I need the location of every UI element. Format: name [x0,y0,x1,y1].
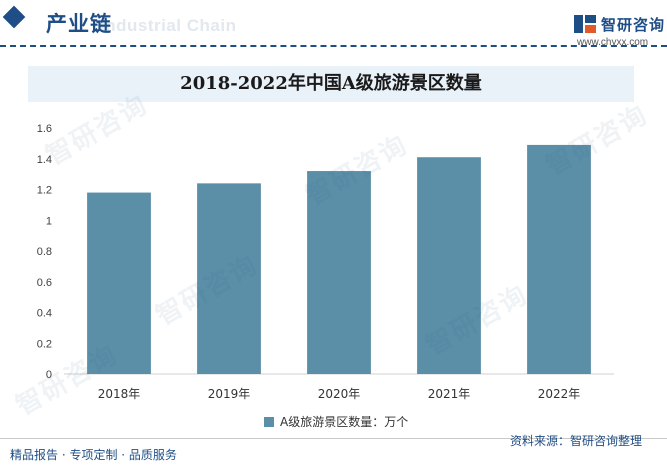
bar [87,192,151,374]
y-tick-label: 0.2 [37,338,52,350]
y-tick-label: 0.8 [37,246,52,258]
legend-label: A级旅游景区数量：万个 [280,414,408,429]
legend-swatch [264,417,274,427]
header-divider [0,45,667,47]
x-tick-label: 2020年 [318,387,361,401]
y-tick-label: 0 [46,369,52,381]
chart-title-band: 2018-2022年中国A级旅游景区数量 [28,66,634,102]
brand-name: 智研咨询 [601,16,666,34]
bar [197,183,261,374]
data-source: 资料来源：智研咨询整理 [510,434,643,448]
y-tick-label: 1.4 [37,154,52,166]
header: Industrial Chain 产业链 智研咨询 www.chyxx.com [0,0,667,48]
brand-logo-icon [574,15,596,33]
x-tick-label: 2018年 [98,387,141,401]
x-tick-label: 2019年 [208,387,251,401]
chart-title: 2018-2022年中国A级旅游景区数量 [180,73,482,94]
x-tick-label: 2022年 [538,387,581,401]
y-tick-label: 0.6 [37,277,52,289]
bar [307,171,371,374]
bar-chart: 0 0.2 0.4 0.6 0.8 1 1.2 1.4 1.6 2018年 2019年 2020年 20… [37,123,614,429]
y-tick-label: 1.6 [37,123,52,135]
bar [527,144,591,374]
section-title: 产业链 [46,12,112,36]
y-tick-label: 1 [46,215,52,227]
brand-url: www.chyxx.com [577,37,649,48]
bar [417,157,481,374]
y-tick-label: 0.4 [37,308,52,320]
y-tick-label: 1.2 [37,185,52,197]
diamond-icon [2,5,26,29]
footer-divider [0,438,667,439]
section-title-english: Industrial Chain [100,16,237,35]
footer-tagline: 精品报告 · 专项定制 · 品质服务 [10,448,177,462]
x-tick-label: 2021年 [428,387,471,401]
